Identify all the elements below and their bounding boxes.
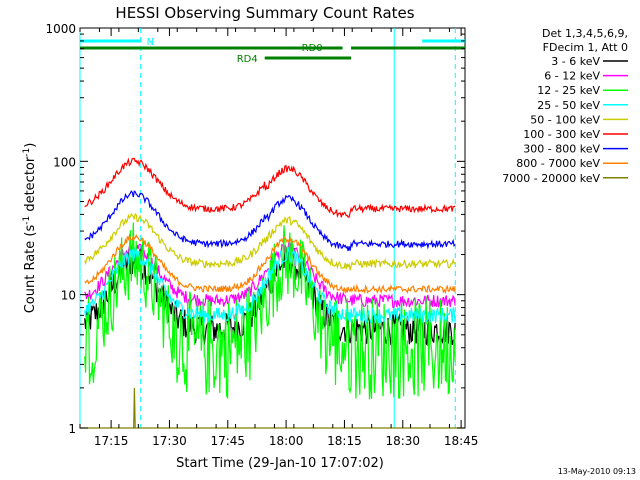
- series-line-7: [84, 233, 456, 295]
- series-lines: [80, 157, 465, 429]
- x-tick-label: 17:45: [210, 434, 245, 448]
- legend-header-line-1: Det 1,3,4,5,6,9,: [542, 27, 628, 40]
- y-ticks: 1 10 100 1000: [45, 22, 465, 436]
- footer-timestamp: 13-May-2010 09:13: [558, 467, 636, 476]
- x-tick-label: 17:30: [152, 434, 187, 448]
- series-line-4: [84, 212, 456, 271]
- x-tick-label: 18:45: [444, 434, 479, 448]
- y-axis-label-mid: detector: [23, 156, 38, 216]
- flag-label-n: N: [147, 37, 154, 48]
- y-axis-label-main: Count Rate (s: [23, 225, 38, 314]
- legend-entry-label: 50 - 100 keV: [530, 113, 600, 126]
- x-ticks: 17:15 17:30 17:45 18:00 18:15 18:30 18:45: [79, 28, 479, 448]
- series-line-5: [84, 157, 456, 219]
- legend-entry-label: 12 - 25 keV: [537, 84, 600, 97]
- legend-entry-label: 300 - 800 keV: [523, 143, 600, 156]
- vertical-markers: [79, 28, 456, 428]
- flag-label-rd4: RD4: [237, 54, 258, 65]
- series-line-3: [84, 246, 456, 326]
- y-tick-label: 1000: [45, 22, 76, 36]
- chart-title: HESSI Observing Summary Count Rates: [115, 4, 414, 22]
- legend-entry-label: 7000 - 20000 keV: [502, 172, 600, 185]
- y-tick-label: 1: [68, 422, 76, 436]
- legend-entry-label: 800 - 7000 keV: [516, 157, 600, 170]
- series-line-8: [80, 387, 465, 429]
- flag-bars: N RD0 RD4: [80, 37, 465, 65]
- x-axis-label: Start Time (29-Jan-10 17:07:02): [176, 456, 384, 471]
- series-line-2: [84, 222, 456, 400]
- y-axis-label-end: ): [23, 143, 38, 148]
- plot-area: N RD0 RD4 17:15 17:30 17:45 18:00 18:15 18:30 18…: [45, 22, 478, 448]
- x-tick-label: 18:00: [269, 434, 304, 448]
- legend-entry-label: 25 - 50 keV: [537, 99, 600, 112]
- y-axis-label-sup1: -1: [22, 216, 32, 225]
- legend-entry-label: 3 - 6 keV: [551, 55, 600, 68]
- flag-label-rd0: RD0: [302, 43, 323, 54]
- x-tick-label: 17:15: [94, 434, 129, 448]
- y-axis-label-sup2: -1: [22, 148, 32, 157]
- series-line-6: [84, 190, 456, 252]
- y-tick-label: 100: [53, 155, 76, 169]
- x-tick-label: 18:15: [327, 434, 362, 448]
- legend: Det 1,3,4,5,6,9, FDecim 1, Att 0 3 - 6 k…: [502, 27, 628, 185]
- x-tick-label: 18:30: [385, 434, 420, 448]
- plot-frame: [79, 27, 466, 429]
- y-axis-label: Count Rate (s-1 detector-1): [22, 143, 38, 314]
- legend-entry-label: 100 - 300 keV: [523, 128, 600, 141]
- y-tick-label: 10: [61, 289, 76, 303]
- legend-entry-label: 6 - 12 keV: [544, 70, 600, 83]
- legend-header-line-2: FDecim 1, Att 0: [543, 41, 628, 54]
